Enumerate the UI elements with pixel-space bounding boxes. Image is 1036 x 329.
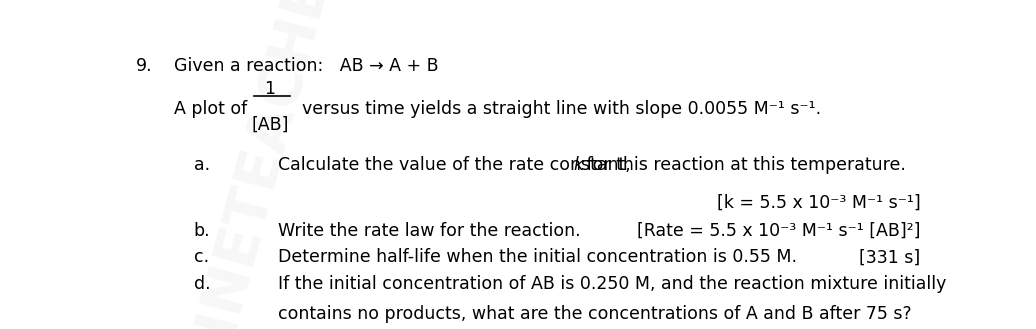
Text: versus time yields a straight line with slope 0.0055 M⁻¹ s⁻¹.: versus time yields a straight line with …	[303, 100, 822, 118]
Text: c.: c.	[194, 248, 209, 266]
Text: 1: 1	[264, 80, 276, 98]
Text: A plot of: A plot of	[174, 100, 247, 118]
Text: d.: d.	[194, 275, 210, 293]
Text: a.: a.	[194, 156, 210, 174]
Text: 9.: 9.	[136, 57, 152, 75]
Text: [k = 5.5 x 10⁻³ M⁻¹ s⁻¹]: [k = 5.5 x 10⁻³ M⁻¹ s⁻¹]	[717, 194, 920, 212]
Text: contains no products, what are the concentrations of A and B after 75 s?: contains no products, what are the conce…	[278, 305, 912, 323]
Text: [331 s]: [331 s]	[859, 248, 920, 266]
Text: If the initial concentration of AB is 0.250 M, and the reaction mixture initiall: If the initial concentration of AB is 0.…	[278, 275, 947, 293]
Text: k: k	[574, 156, 583, 174]
Text: Calculate the value of the rate constant,: Calculate the value of the rate constant…	[278, 156, 636, 174]
Text: Write the rate law for the reaction.: Write the rate law for the reaction.	[278, 222, 580, 240]
Text: [Rate = 5.5 x 10⁻³ M⁻¹ s⁻¹ [AB]²]: [Rate = 5.5 x 10⁻³ M⁻¹ s⁻¹ [AB]²]	[637, 222, 920, 240]
Text: Determine half-life when the initial concentration is 0.55 M.: Determine half-life when the initial con…	[278, 248, 797, 266]
Text: b.: b.	[194, 222, 210, 240]
Text: ONLINETEACHERS: ONLINETEACHERS	[153, 0, 362, 329]
Text: [AB]: [AB]	[252, 115, 289, 134]
Text: for this reaction at this temperature.: for this reaction at this temperature.	[581, 156, 905, 174]
Text: Given a reaction:   AB → A + B: Given a reaction: AB → A + B	[174, 57, 438, 75]
